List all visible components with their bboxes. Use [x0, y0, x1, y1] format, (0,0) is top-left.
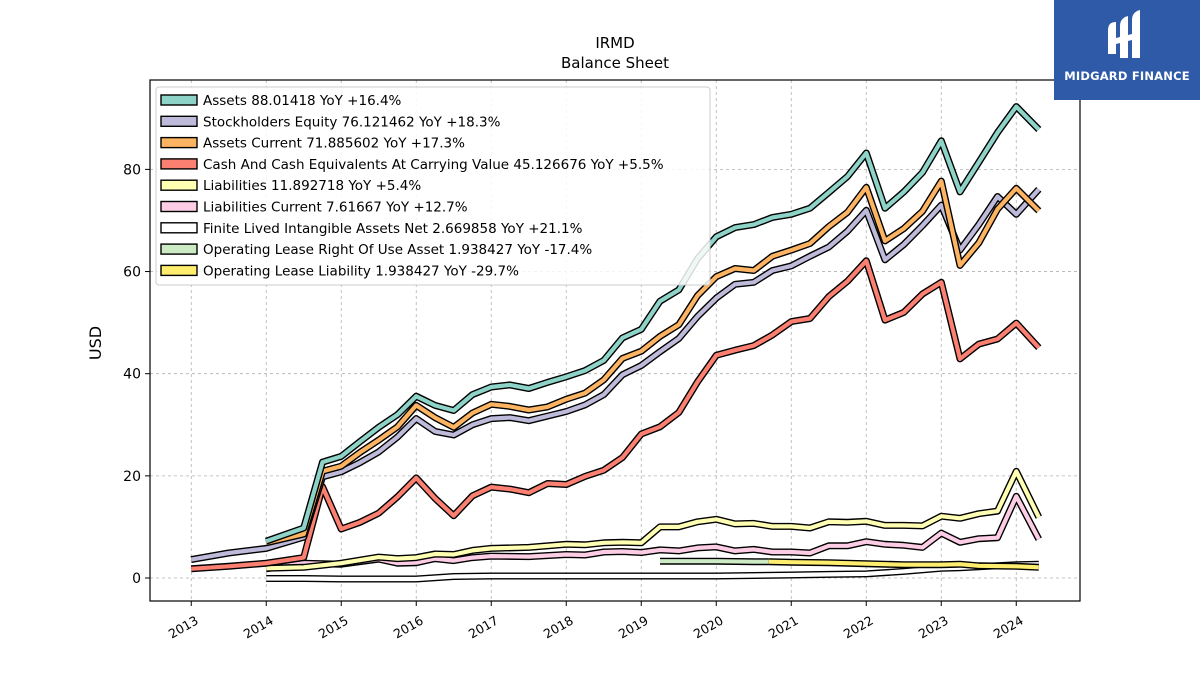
y-tick-label: 60 — [123, 265, 141, 281]
series-line-cash-and-cash-equivalents-at-carrying-value — [191, 258, 1041, 571]
legend-swatch — [160, 94, 198, 106]
legend-entry: Stockholders Equity 76.121462 YoY +18.3% — [203, 114, 501, 130]
legend-box — [155, 86, 711, 286]
x-tick-label: 2024 — [991, 613, 1026, 642]
legend-entry: Operating Lease Right Of Use Asset 1.938… — [203, 242, 592, 258]
legend-entry: Operating Lease Liability 1.938427 YoY -… — [203, 263, 519, 279]
series-line-finite-lived-intangible-assets-net — [266, 562, 1039, 582]
legend-swatch — [160, 243, 198, 255]
y-tick-label: 0 — [132, 571, 141, 587]
legend: Assets 88.01418 YoY +16.4% Stockholders E… — [155, 86, 711, 286]
x-tick-label: 2018 — [541, 613, 576, 642]
legend-swatch — [160, 200, 198, 213]
x-tick-label: 2015 — [316, 613, 351, 642]
x-tick-label: 2021 — [766, 613, 801, 642]
series-line-stockholders-equity — [190, 187, 1041, 562]
midgard-logo-icon — [1108, 10, 1140, 58]
legend-entry: Assets 88.01418 YoY +16.4% — [203, 93, 402, 109]
x-tick-label: 2017 — [466, 613, 501, 642]
legend-entry: Liabilities 11.892718 YoY +5.4% — [203, 178, 421, 194]
legend-swatch — [160, 264, 198, 277]
x-tick-label: 2014 — [241, 613, 276, 642]
series-line-liabilities-current — [265, 494, 1041, 571]
x-tick-label: 2013 — [166, 613, 201, 642]
legend-entry: Assets Current 71.885602 YoY +17.3% — [203, 136, 465, 152]
chart-title: IRMD — [595, 34, 634, 52]
brand-logo: MIDGARD FINANCE — [1054, 0, 1200, 100]
legend-swatch — [160, 136, 198, 149]
x-tick-label: 2020 — [691, 613, 726, 642]
brand-name: MIDGARD FINANCE — [1064, 69, 1190, 83]
series-lines — [190, 103, 1042, 583]
chart-subtitle: Balance Sheet — [561, 54, 669, 72]
series-line-operating-lease-liability — [768, 559, 1039, 570]
series-line-operating-lease-right-of-use-asset — [660, 559, 769, 564]
x-tick-label: 2019 — [616, 613, 651, 642]
series-line-liabilities — [266, 469, 1041, 571]
legend-swatch — [160, 222, 198, 234]
y-tick-label: 40 — [123, 367, 141, 383]
y-tick-label: 80 — [123, 162, 141, 178]
y-tick-label: 20 — [123, 469, 141, 485]
x-tick-label: 2022 — [841, 613, 876, 642]
legend-swatch — [160, 179, 198, 191]
series-line-assets-current — [265, 179, 1041, 545]
legend-swatch — [160, 158, 198, 170]
legend-entry: Liabilities Current 7.61667 YoY +12.7% — [203, 200, 468, 216]
legend-swatch — [160, 115, 198, 128]
x-tick-label: 2023 — [916, 613, 951, 642]
x-tick-label: 2016 — [391, 613, 426, 642]
plot-frame — [149, 79, 1081, 602]
series-line-assets — [265, 104, 1041, 544]
legend-entry: Cash And Cash Equivalents At Carrying Va… — [203, 157, 664, 173]
y-axis-label: USD — [86, 326, 105, 360]
legend-entry: Finite Lived Intangible Assets Net 2.669… — [203, 221, 583, 237]
